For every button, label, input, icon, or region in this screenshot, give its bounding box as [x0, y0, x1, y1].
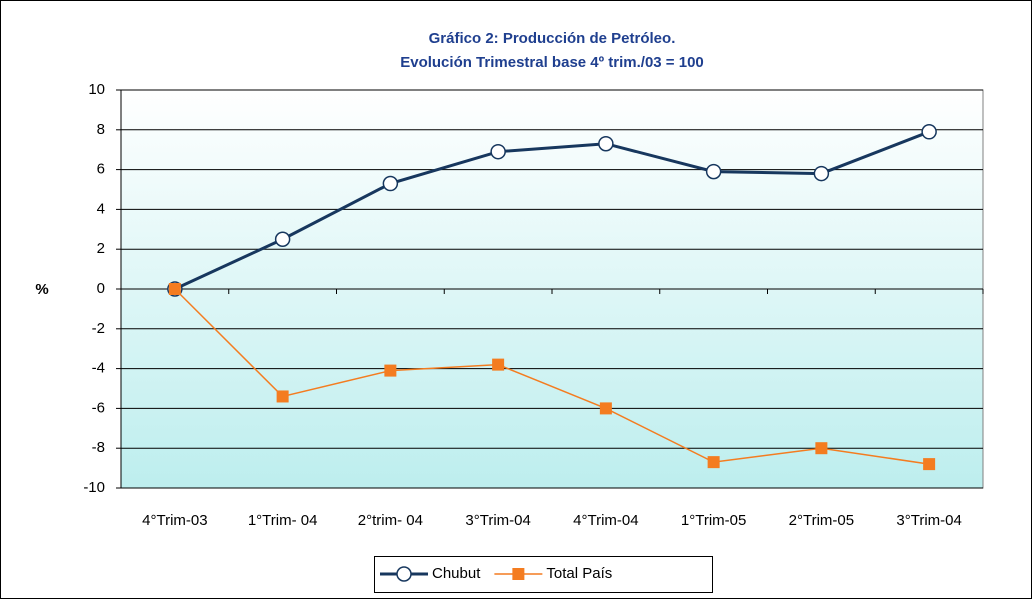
data-point	[382, 175, 399, 192]
x-tick-label: 3°Trim-04	[465, 512, 530, 529]
x-tick-label: 2°Trim-05	[789, 512, 854, 529]
data-point	[168, 283, 181, 295]
y-tick-label: 0	[97, 280, 105, 297]
legend-label: Total País	[546, 565, 612, 582]
y-tick-label: 4	[97, 200, 105, 217]
chart-title: Gráfico 2: Producción de Petróleo.	[429, 30, 676, 47]
y-tick-label: 6	[97, 161, 105, 178]
data-point	[598, 135, 614, 152]
x-tick-label: 4°Trim-04	[573, 512, 638, 529]
y-tick-label: 8	[97, 121, 105, 138]
data-point	[490, 143, 506, 160]
y-tick-label: -6	[92, 399, 105, 416]
data-point	[815, 442, 828, 455]
y-tick-label: 10	[88, 81, 105, 98]
data-point	[707, 456, 720, 469]
y-tick-label: -8	[92, 439, 105, 456]
legend-marker	[396, 566, 412, 582]
y-tick-label: -10	[83, 479, 105, 496]
y-tick-label: 2	[97, 240, 105, 257]
y-tick-label: -4	[92, 360, 105, 377]
data-point	[274, 231, 291, 247]
x-tick-label: 2°trim- 04	[358, 512, 423, 529]
x-tick-label: 1°Trim- 04	[248, 512, 318, 529]
legend-label: Chubut	[432, 565, 481, 582]
x-tick-label: 3°Trim-04	[896, 512, 961, 529]
legend	[374, 556, 713, 593]
data-point	[276, 390, 289, 403]
x-tick-label: 4°Trim-03	[142, 512, 207, 529]
data-point	[813, 165, 830, 182]
data-point	[384, 364, 397, 377]
data-point	[705, 163, 722, 180]
data-point	[921, 124, 937, 140]
data-point	[923, 458, 936, 471]
series-line	[174, 130, 930, 291]
y-tick-label: -2	[92, 320, 105, 337]
x-tick-label: 1°Trim-05	[681, 512, 746, 529]
series-line	[174, 288, 930, 465]
data-point	[599, 402, 612, 415]
y-axis-label: %	[35, 281, 48, 298]
chart-subtitle: Evolución Trimestral base 4º trim./03 = …	[400, 54, 704, 71]
data-point	[492, 358, 505, 371]
legend-marker	[512, 568, 525, 580]
